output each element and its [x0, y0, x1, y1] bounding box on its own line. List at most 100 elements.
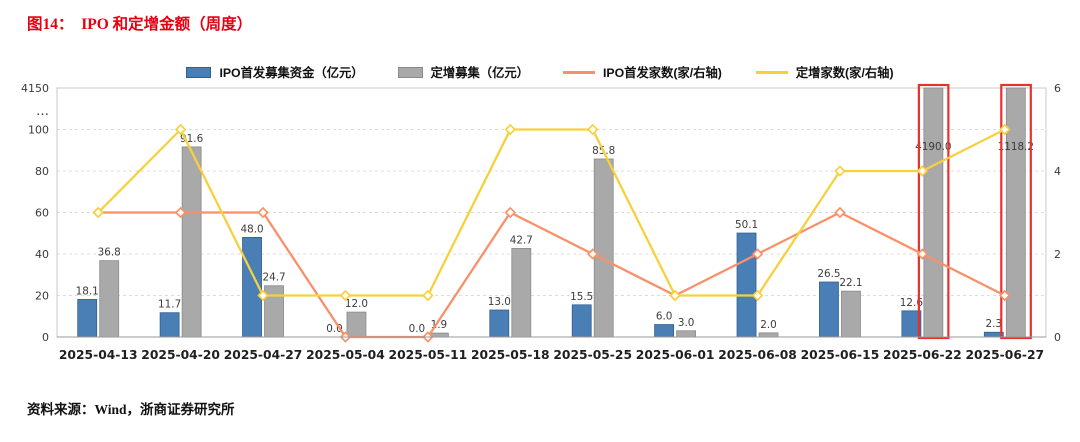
marker-diamond: [586, 248, 599, 260]
bar-value-label: 1118.2: [998, 141, 1034, 153]
bar-value-label: 3.0: [678, 317, 695, 329]
axis-label: 100: [28, 124, 49, 137]
bar-value-label: 22.1: [839, 277, 862, 289]
bar: [819, 281, 839, 338]
marker-diamond: [257, 289, 269, 302]
legend-label-ipo-funds: IPO首发募集资金（亿元）: [219, 66, 364, 80]
legend-label-dingzeng-count: 定增家数(家/右轴): [795, 66, 894, 80]
marker-diamond: [999, 289, 1011, 302]
bar: [736, 232, 757, 338]
marker-diamond: [916, 165, 929, 177]
marker-diamond: [339, 289, 352, 302]
bar-value-label: 15.5: [570, 291, 593, 303]
bar-value-label: 2.3: [986, 318, 1003, 330]
bar: [758, 332, 779, 338]
axis-label: 0: [1054, 331, 1061, 344]
bar: [841, 290, 861, 338]
legend-label-dingzeng-funds: 定增募集（亿元）: [430, 66, 529, 80]
line-series: [98, 211, 1006, 339]
bar-value-label: 26.5: [817, 268, 840, 280]
marker-diamond: [751, 289, 764, 302]
highlight-box: [917, 83, 950, 340]
bar: [489, 309, 510, 338]
bar-value-label: 36.8: [98, 247, 121, 259]
marker-diamond: [92, 206, 104, 219]
legend-swatch-ipo-bar: [186, 66, 212, 78]
axis-label: 20: [35, 290, 49, 303]
marker-diamond: [174, 123, 187, 136]
x-axis-label: 2025-06-08: [718, 348, 797, 362]
x-axis-label: 2025-04-20: [141, 348, 220, 362]
x-axis-label: 2025-05-11: [389, 348, 468, 362]
marker-diamond: [999, 123, 1011, 136]
marker-diamond: [586, 123, 599, 136]
bar-value-label: 50.1: [735, 219, 758, 231]
bar-value-label: 0.0: [409, 323, 426, 335]
x-axis-label: 2025-04-13: [59, 348, 138, 362]
bar-value-label: 11.7: [158, 299, 181, 311]
axis-label: 4150: [21, 82, 49, 95]
bar: [923, 87, 944, 338]
legend: IPO首发募集资金（亿元） 定增募集（亿元） IPO首发家数(家/右轴) 定增家…: [0, 63, 1080, 81]
legend-item-dingzeng-count: 定增家数(家/右轴): [755, 63, 894, 81]
x-axis-label: 2025-05-04: [306, 348, 385, 362]
bar: [159, 312, 180, 338]
marker-diamond: [504, 123, 517, 136]
bar: [264, 285, 284, 338]
marker-diamond: [834, 206, 846, 219]
marker-diamond: [916, 248, 929, 260]
axis-break-marker: …: [36, 104, 49, 119]
bar-value-label: 24.7: [262, 272, 285, 284]
legend-item-dingzeng-funds: 定增募集（亿元）: [397, 63, 529, 81]
x-axis-label: 2025-06-27: [965, 348, 1044, 362]
bar: [593, 158, 614, 338]
marker-diamond: [751, 248, 764, 260]
bar: [654, 324, 675, 338]
x-axis-label: 2025-04-27: [224, 348, 303, 362]
bar-value-label: 12.6: [900, 297, 923, 309]
bar: [99, 260, 120, 338]
axis-label: 4: [1054, 165, 1061, 178]
axis-label: 6: [1054, 82, 1061, 95]
x-axis-label: 2025-05-18: [471, 348, 550, 362]
marker-diamond: [174, 206, 187, 219]
axis-label: 60: [35, 207, 49, 220]
bar-value-label: 42.7: [510, 234, 533, 246]
marker-diamond: [257, 206, 269, 219]
axis-label: 0: [42, 331, 49, 344]
bar-value-label: 18.1: [76, 285, 99, 297]
bar-value-label: 13.0: [488, 296, 511, 308]
axis-label: 40: [35, 248, 49, 261]
legend-item-ipo-count: IPO首发家数(家/右轴): [562, 63, 722, 81]
x-axis-label: 2025-06-01: [636, 348, 715, 362]
highlight-box: [1000, 83, 1032, 340]
marker-diamond: [504, 206, 517, 219]
bar-value-label: 6.0: [656, 311, 673, 323]
chart-title: 图14： IPO 和定增金额（周度）: [27, 16, 253, 33]
bar: [511, 247, 532, 338]
legend-swatch-dingzeng-bar: [397, 66, 423, 78]
bar-value-label: 48.0: [240, 223, 263, 235]
bar-value-label: 4190.0: [915, 141, 951, 153]
bar: [676, 330, 697, 338]
legend-swatch-dingzeng-line: [755, 70, 788, 74]
marker-diamond: [422, 289, 434, 302]
marker-diamond: [834, 165, 846, 177]
bar: [181, 146, 202, 338]
bar: [346, 311, 367, 338]
axis-label: 2: [1054, 248, 1061, 261]
bar: [77, 299, 98, 338]
x-axis-label: 2025-05-25: [553, 348, 632, 362]
bar-value-label: 12.0: [345, 298, 368, 310]
source-note: 资料来源：Wind，浙商证券研究所: [27, 402, 235, 417]
line-series: [97, 128, 1006, 297]
bar-value-label: 2.0: [760, 319, 777, 331]
bar: [1005, 87, 1026, 338]
bar: [571, 304, 592, 338]
axis-label: 80: [35, 165, 49, 178]
legend-swatch-ipo-line: [562, 70, 595, 74]
marker-diamond: [669, 289, 681, 302]
x-axis-label: 2025-06-15: [801, 348, 880, 362]
